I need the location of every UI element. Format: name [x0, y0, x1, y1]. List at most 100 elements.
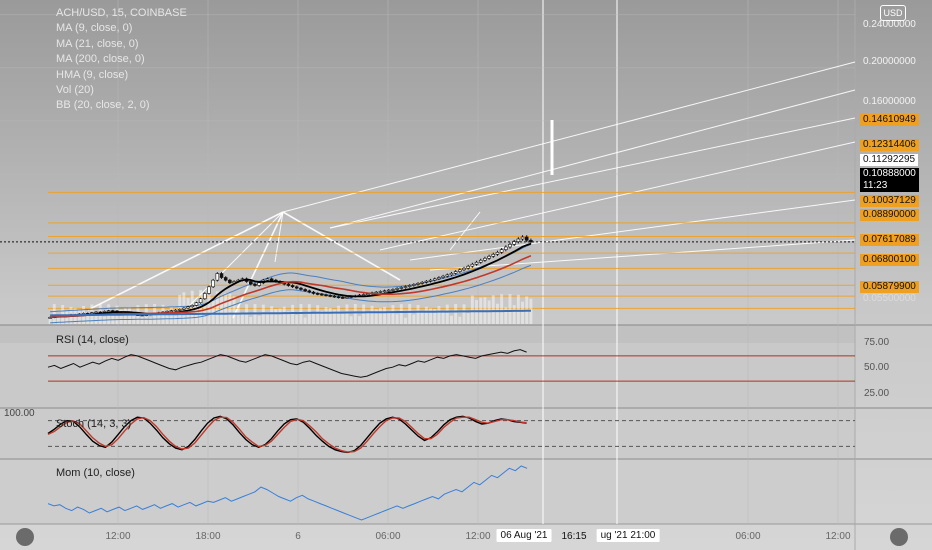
volume-bars — [48, 290, 533, 324]
mom-plot — [47, 465, 528, 521]
candle-body-64 — [315, 293, 320, 295]
time-highlight-left: 06 Aug '21 — [496, 529, 552, 542]
candle-body-102 — [474, 261, 479, 265]
volume-bar-109 — [504, 307, 508, 324]
time-label-1200b: 12:00 — [465, 531, 491, 542]
candle-body-82 — [391, 289, 395, 291]
moving-averages — [50, 242, 532, 319]
candle-body-69 — [336, 296, 341, 299]
candle-body-103 — [478, 259, 483, 263]
volume-bar-84 — [399, 304, 403, 324]
candle-body-58 — [290, 285, 295, 288]
candle-body-10 — [90, 312, 94, 314]
volume-bar-107 — [495, 303, 499, 324]
volume-bar-55 — [278, 308, 282, 324]
volume-bar-78 — [374, 309, 378, 324]
volume-bar-112 — [516, 294, 520, 324]
scroll-left-button[interactable] — [16, 528, 34, 546]
volume-bar-92 — [433, 309, 437, 324]
volume-bar-2 — [56, 314, 60, 324]
volume-bar-38 — [207, 290, 211, 324]
volume-bar-43 — [228, 293, 232, 324]
volume-bar-77 — [370, 305, 374, 324]
rsi-pane-top-band — [0, 325, 855, 343]
candle-body-68 — [332, 295, 337, 298]
time-label-1200c: 12:00 — [825, 531, 851, 542]
volume-bar-24 — [148, 317, 152, 324]
candle-body-110 — [508, 244, 512, 248]
volume-bar-45 — [236, 305, 240, 324]
volume-bar-40 — [215, 291, 219, 324]
ma200-line — [50, 309, 531, 317]
candle-body-70 — [340, 297, 345, 299]
legend-hma[interactable]: HMA (9, close) — [56, 68, 129, 81]
currency-scale-button[interactable]: USD — [880, 5, 906, 21]
legend-bb[interactable]: BB (20, close, 2, 0) — [56, 99, 150, 112]
candle-body-99 — [462, 267, 466, 271]
rsi-plot — [47, 349, 855, 382]
price-label-fib-0076: 0.07617089 — [860, 234, 919, 246]
scroll-right-button[interactable] — [890, 528, 908, 546]
trend-line-8 — [429, 239, 856, 271]
volume-bar-58 — [291, 304, 295, 324]
legend-ma200[interactable]: MA (200, close, 0) — [56, 53, 145, 66]
volume-bar-39 — [211, 299, 215, 324]
volume-bar-65 — [320, 310, 324, 324]
legend-ma21[interactable]: MA (21, close, 0) — [56, 37, 139, 50]
candle-body-44 — [232, 281, 236, 284]
candle-body-101 — [470, 263, 475, 267]
fib-levels — [0, 191, 855, 309]
candle-body-53 — [269, 278, 274, 281]
candle-body-104 — [483, 257, 487, 261]
candle-body-14 — [106, 310, 111, 313]
price-label-0055: 0.05500000 — [863, 293, 916, 304]
candle-body-94 — [441, 275, 445, 278]
candle-body-105 — [487, 255, 491, 259]
rsi-title[interactable]: RSI (14, close) — [56, 334, 129, 346]
mom-title[interactable]: Mom (10, close) — [56, 467, 135, 479]
trend-line-1 — [232, 211, 284, 319]
candle-body-43 — [228, 279, 232, 284]
time-highlight-right: ug '21 21:00 — [596, 529, 660, 542]
stoch-pane-bg — [0, 409, 855, 458]
volume-bar-98 — [458, 316, 462, 324]
volume-bar-53 — [270, 306, 274, 324]
volume-bar-28 — [165, 311, 169, 324]
candle-body-84 — [399, 287, 404, 289]
bollinger-bands — [50, 243, 532, 324]
candle-body-61 — [303, 289, 307, 292]
volume-bar-52 — [266, 312, 269, 324]
candle-body-109 — [504, 246, 508, 250]
volume-bar-94 — [441, 312, 445, 324]
candle-body-48 — [249, 281, 253, 285]
candle-body-50 — [257, 282, 261, 286]
candle-body-108 — [499, 249, 504, 253]
volume-bar-87 — [412, 314, 416, 324]
candle-body-59 — [295, 286, 299, 289]
volume-bar-76 — [366, 312, 370, 324]
price-label-fib-0068: 0.06800100 — [860, 254, 919, 266]
volume-bar-72 — [349, 316, 353, 324]
volume-bar-111 — [512, 305, 516, 324]
volume-bar-86 — [408, 304, 412, 324]
price-label-fib-0058: 0.05879900 — [860, 281, 919, 293]
candle-body-62 — [307, 290, 312, 293]
volume-bar-79 — [378, 308, 382, 324]
trend-line-6 — [379, 141, 856, 251]
legend-vol[interactable]: Vol (20) — [56, 84, 94, 97]
stoch-title[interactable]: Stoch (14, 3, 3) — [56, 418, 132, 430]
volume-bar-20 — [132, 310, 136, 324]
candle-body-31 — [177, 309, 182, 311]
time-highlight-mid: 16:15 — [561, 531, 587, 542]
candle-body-39 — [211, 279, 215, 288]
legend-symbol[interactable]: ACH/USD, 15, COINBASE — [56, 7, 187, 19]
candle-body-89 — [420, 281, 424, 284]
volume-bar-115 — [529, 298, 533, 324]
legend-ma9[interactable]: MA (9, close, 0) — [56, 22, 133, 35]
candle-body-111 — [512, 241, 516, 245]
volume-bar-48 — [249, 316, 253, 324]
volume-bar-91 — [429, 308, 433, 324]
candle-body-92 — [432, 278, 437, 281]
volume-bar-17 — [119, 309, 123, 324]
